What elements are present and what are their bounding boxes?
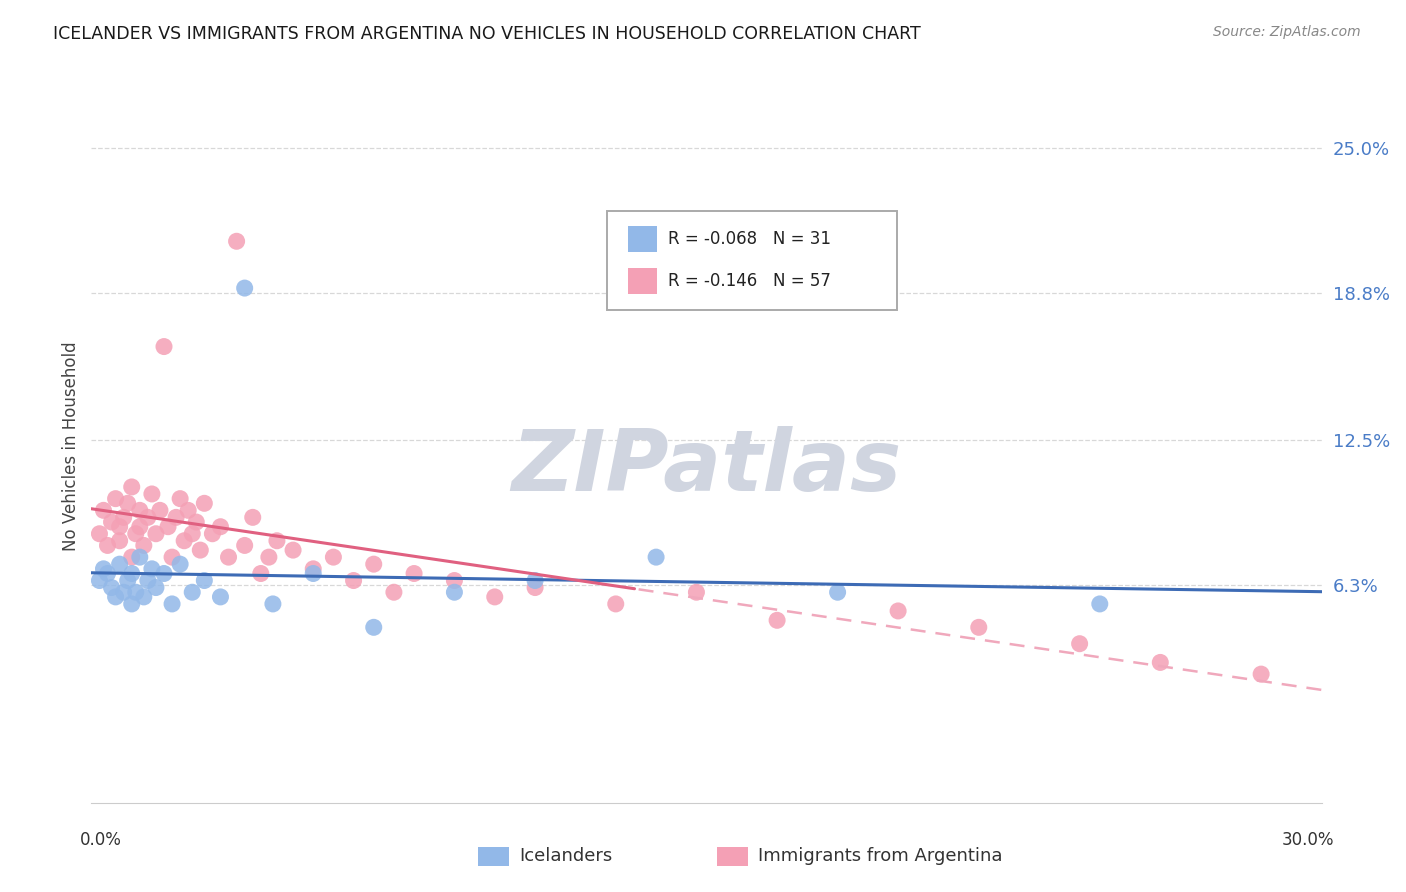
Point xyxy=(108,557,131,571)
Point xyxy=(242,510,264,524)
Point xyxy=(160,550,183,565)
Point xyxy=(104,590,127,604)
Point xyxy=(132,538,155,552)
Point xyxy=(128,550,150,565)
Point xyxy=(136,574,159,588)
Point xyxy=(443,585,465,599)
Point xyxy=(193,496,215,510)
Point xyxy=(302,562,325,576)
Point xyxy=(302,566,325,581)
Point xyxy=(157,519,180,533)
Point xyxy=(121,480,143,494)
Text: R = -0.068   N = 31: R = -0.068 N = 31 xyxy=(668,230,831,248)
Point xyxy=(225,234,247,248)
Point xyxy=(93,503,115,517)
Point xyxy=(169,491,191,506)
Point xyxy=(249,566,271,581)
Point xyxy=(141,487,163,501)
Point xyxy=(209,590,232,604)
Point xyxy=(125,526,148,541)
Point xyxy=(112,510,135,524)
Point xyxy=(89,574,111,588)
Point xyxy=(169,557,191,571)
Point xyxy=(121,566,143,581)
Point xyxy=(153,340,176,354)
Point xyxy=(262,597,284,611)
Point xyxy=(766,613,789,627)
Point xyxy=(193,574,215,588)
Point xyxy=(181,585,204,599)
Text: Source: ZipAtlas.com: Source: ZipAtlas.com xyxy=(1213,25,1361,39)
Point xyxy=(685,585,707,599)
Text: 30.0%: 30.0% xyxy=(1281,831,1334,849)
Point xyxy=(281,543,304,558)
Point xyxy=(121,550,143,565)
Point xyxy=(1069,637,1091,651)
Point xyxy=(141,562,163,576)
Point xyxy=(136,510,159,524)
Point xyxy=(89,526,111,541)
Point xyxy=(186,515,208,529)
Point xyxy=(112,585,135,599)
Point xyxy=(1149,656,1171,670)
Point xyxy=(96,566,118,581)
Point xyxy=(153,566,176,581)
Point xyxy=(382,585,405,599)
Point xyxy=(1250,667,1272,681)
Point xyxy=(100,515,122,529)
Text: ZIPatlas: ZIPatlas xyxy=(512,425,901,509)
Point xyxy=(363,620,385,634)
Point xyxy=(257,550,280,565)
Point xyxy=(165,510,187,524)
Point xyxy=(100,581,122,595)
Point xyxy=(128,519,150,533)
Point xyxy=(128,503,150,517)
Point xyxy=(342,574,364,588)
Point xyxy=(93,562,115,576)
Point xyxy=(404,566,426,581)
Point xyxy=(108,519,131,533)
Point xyxy=(108,533,131,548)
Point xyxy=(125,585,148,599)
Point xyxy=(233,281,256,295)
Text: 0.0%: 0.0% xyxy=(80,831,122,849)
Point xyxy=(117,496,139,510)
Point xyxy=(363,557,385,571)
Point xyxy=(209,519,232,533)
Text: R = -0.146   N = 57: R = -0.146 N = 57 xyxy=(668,272,831,290)
Y-axis label: No Vehicles in Household: No Vehicles in Household xyxy=(62,341,80,551)
Text: Immigrants from Argentina: Immigrants from Argentina xyxy=(758,847,1002,865)
Point xyxy=(188,543,211,558)
Point xyxy=(524,581,547,595)
Point xyxy=(121,597,143,611)
Point xyxy=(1088,597,1111,611)
Point xyxy=(160,597,183,611)
Point xyxy=(887,604,910,618)
Point xyxy=(145,581,167,595)
Point xyxy=(322,550,344,565)
Point xyxy=(827,585,849,599)
Point xyxy=(484,590,506,604)
Point xyxy=(132,590,155,604)
Point xyxy=(96,538,118,552)
Point xyxy=(233,538,256,552)
Text: ICELANDER VS IMMIGRANTS FROM ARGENTINA NO VEHICLES IN HOUSEHOLD CORRELATION CHAR: ICELANDER VS IMMIGRANTS FROM ARGENTINA N… xyxy=(53,25,921,43)
Point xyxy=(201,526,224,541)
Point xyxy=(443,574,465,588)
Text: Icelanders: Icelanders xyxy=(519,847,612,865)
Point xyxy=(605,597,627,611)
Point xyxy=(117,574,139,588)
Point xyxy=(181,526,204,541)
Point xyxy=(524,574,547,588)
Point xyxy=(218,550,240,565)
Point xyxy=(645,550,668,565)
Point xyxy=(149,503,172,517)
Point xyxy=(266,533,288,548)
Point xyxy=(145,526,167,541)
Point xyxy=(173,533,195,548)
Point xyxy=(177,503,200,517)
Point xyxy=(967,620,990,634)
Point xyxy=(104,491,127,506)
